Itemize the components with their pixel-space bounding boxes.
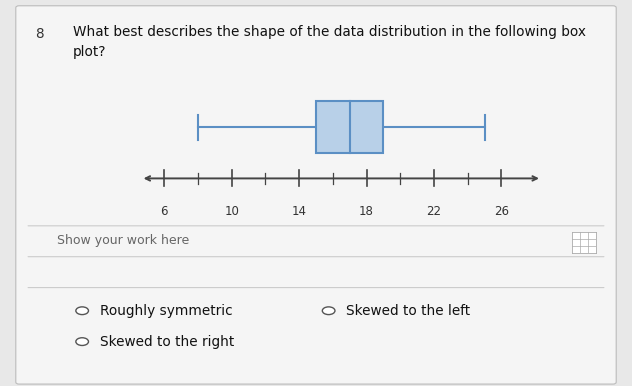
Text: 6: 6 bbox=[161, 205, 168, 218]
Text: 10: 10 bbox=[224, 205, 239, 218]
Text: Skewed to the right: Skewed to the right bbox=[100, 335, 234, 349]
Text: Show your work here: Show your work here bbox=[57, 234, 189, 247]
Text: What best describes the shape of the data distribution in the following box
plot: What best describes the shape of the dat… bbox=[73, 25, 586, 59]
Text: 22: 22 bbox=[427, 205, 442, 218]
Bar bbox=[316, 101, 384, 154]
Text: Roughly symmetric: Roughly symmetric bbox=[100, 304, 233, 318]
Text: 26: 26 bbox=[494, 205, 509, 218]
Text: Skewed to the left: Skewed to the left bbox=[346, 304, 470, 318]
Text: 8: 8 bbox=[35, 27, 44, 41]
Text: 14: 14 bbox=[291, 205, 307, 218]
Text: 18: 18 bbox=[359, 205, 374, 218]
